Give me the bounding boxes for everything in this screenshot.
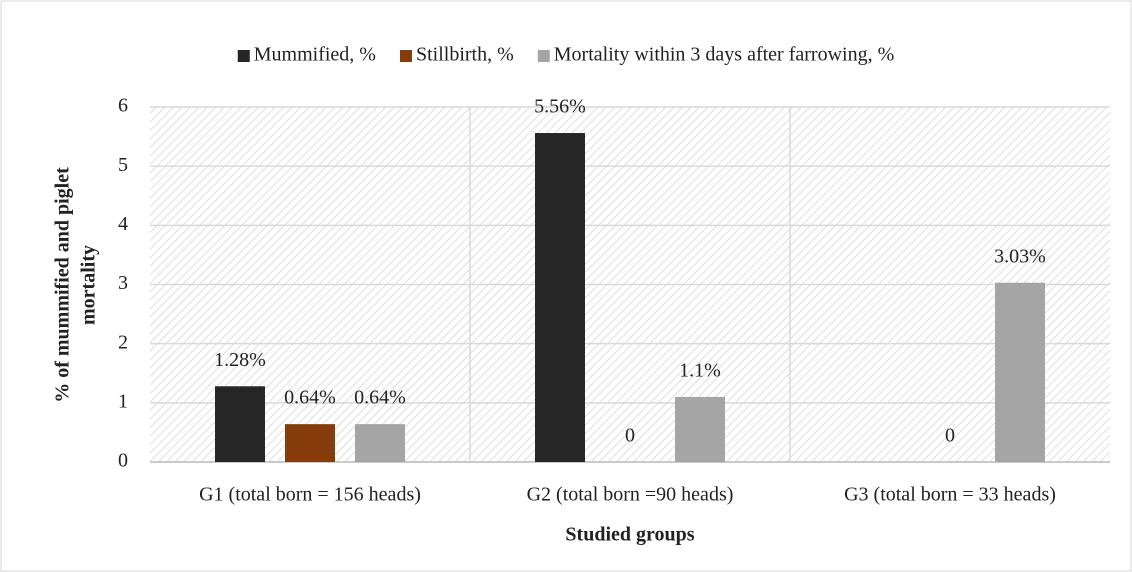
legend-swatch (399, 50, 412, 62)
y-tick-label: 1 (118, 390, 128, 412)
legend-label: Mortality within 3 days after farrowing,… (554, 44, 894, 66)
x-tick-label: G2 (total born =90 heads) (527, 484, 734, 506)
bar (215, 386, 265, 462)
bar (675, 396, 725, 462)
bar (535, 133, 585, 463)
data-label: 1.28% (214, 349, 266, 371)
bar (355, 424, 405, 462)
data-label: 0.64% (354, 387, 406, 409)
y-tick-label: 3 (118, 272, 128, 294)
x-tick-label: G1 (total born = 156 heads) (199, 484, 421, 506)
legend-swatch (237, 50, 250, 62)
data-label: 5.56% (534, 96, 586, 118)
y-tick-label: 6 (118, 95, 128, 117)
y-axis-title: % of mummified and piglet (52, 167, 74, 403)
data-label: 0.64% (284, 387, 336, 409)
y-tick-label: 5 (118, 154, 128, 176)
y-axis-title: mortality (78, 245, 100, 325)
data-label: 0 (625, 425, 635, 447)
y-tick-label: 4 (118, 213, 128, 235)
legend-label: Stillbirth, % (416, 44, 514, 66)
y-tick-label: 2 (118, 331, 128, 353)
legend-label: Mummified, % (254, 44, 376, 66)
x-axis-title: Studied groups (565, 524, 694, 546)
data-label: 1.1% (679, 360, 721, 382)
data-label: 3.03% (994, 245, 1046, 267)
y-tick-label: 0 (118, 450, 128, 472)
x-tick-label: G3 (total born = 33 heads) (844, 484, 1056, 506)
legend-swatch (537, 50, 550, 62)
bar (995, 282, 1045, 462)
data-label: 0 (945, 425, 955, 447)
bar (285, 424, 335, 462)
